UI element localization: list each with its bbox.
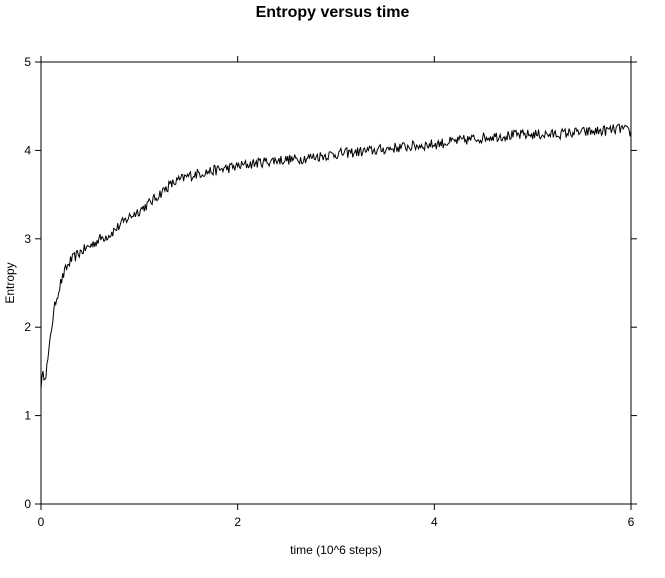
series-line: [40, 123, 632, 389]
y-tick-label: 5: [24, 55, 31, 69]
y-tick-label: 2: [24, 320, 31, 334]
y-axis-label: Entropy: [3, 262, 17, 303]
x-tick-label: 6: [628, 515, 635, 529]
plot-frame: [40, 61, 632, 505]
y-tick-label: 1: [24, 409, 31, 423]
x-tick-label: 4: [431, 515, 438, 529]
x-tick-label: 0: [38, 515, 45, 529]
y-tick-label: 4: [24, 143, 31, 157]
x-axis-label: time (10^6 steps): [290, 543, 382, 557]
x-tick-label: 2: [234, 515, 241, 529]
y-tick-label: 0: [24, 497, 31, 511]
chart-title: Entropy versus time: [255, 4, 410, 21]
y-tick-label: 3: [24, 232, 31, 246]
